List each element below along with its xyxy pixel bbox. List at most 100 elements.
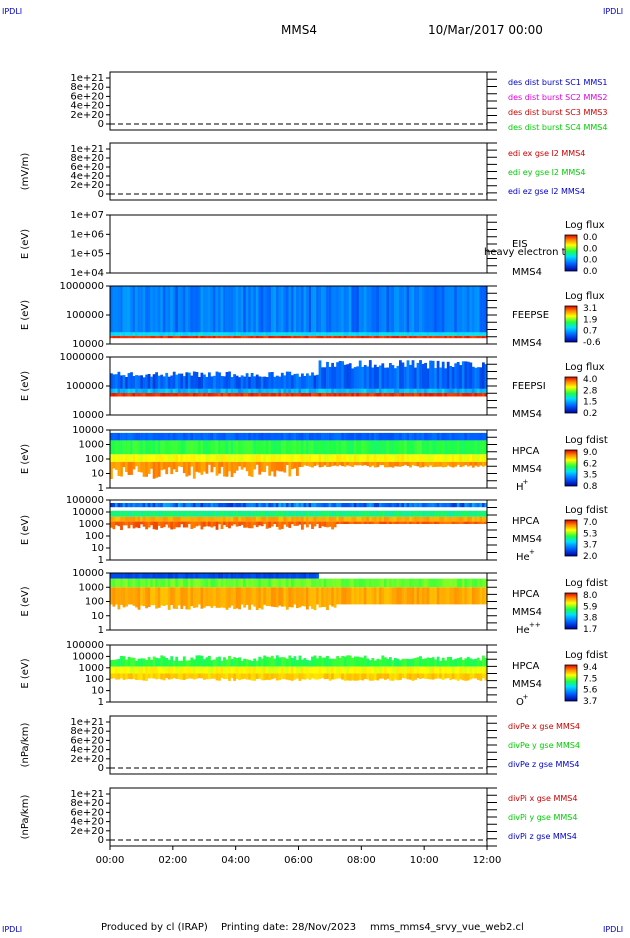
spectrogram-cell [180,332,184,336]
spectrogram-cell [341,332,344,336]
spectrogram-cell [471,388,475,393]
spectrogram-cell [238,666,241,674]
spectrogram-cell [285,510,289,517]
spectrogram-cell [368,666,372,674]
spectrogram-cell [192,332,196,336]
spectrogram-cell [260,666,264,674]
spectrogram-cell [248,521,251,529]
spectrogram-cell [182,286,186,333]
spectrogram-cell [155,440,158,455]
spectrogram-cell [316,332,319,336]
spectrogram-cell [225,432,229,441]
spectrogram-cell [301,332,304,336]
spectrogram-cell [293,587,297,605]
spectrogram-cell [203,393,206,397]
spectrogram-cell [311,666,314,674]
spectrogram-cell [265,332,269,336]
spectrogram-cell [471,587,475,605]
spectrogram-cell [411,578,415,588]
spectrogram-cell [356,388,360,393]
spectrogram-cell [411,658,415,667]
spectrogram-cell [117,510,121,517]
spectrogram-cell [240,521,244,525]
spectrogram-cell [122,656,126,667]
spectrogram-cell [378,521,382,524]
spectrogram-cell [268,516,272,522]
spectrogram-cell [195,286,199,333]
spectrogram-cell [120,454,123,462]
colorbar-title: Log fdist [565,505,608,516]
spectrogram-cell [396,503,400,508]
spectrogram-cell [120,587,123,605]
spectrogram-cell [198,286,201,333]
spectrogram-cell [273,673,277,679]
spectrogram-cell [200,587,204,609]
spectrogram-cell [338,510,342,517]
y-tick-label: 2e+20 [70,180,104,191]
spectrogram-cell [303,503,307,508]
spectrogram-cell [112,503,116,508]
spectrogram-cell [112,332,116,336]
spectrogram-cell [130,388,133,393]
spectrogram-cell [373,660,377,667]
spectrogram-cell [157,286,161,333]
spectrogram-cell [456,461,460,465]
spectrogram-cell [384,454,387,462]
y-tick-label: 1 [98,483,104,494]
spectrogram-cell [132,503,136,508]
spectrogram-cell [112,440,116,455]
spectrogram-cell [454,666,458,674]
spectrogram-cell [195,372,199,389]
spectrogram-cell [170,335,174,339]
spectrogram-cell [459,393,463,397]
spectrogram-cell [449,503,453,508]
spectrogram-cell [127,332,131,336]
spectrogram-cell [363,388,367,393]
spectrogram-cell [371,673,375,681]
spectrogram-cell [296,510,299,517]
spectrogram-cell [409,454,412,462]
spectrogram-cell [137,440,141,455]
spectrogram-cell [308,510,312,517]
spectrogram-cell [401,521,405,524]
spectrogram-cell [396,666,400,674]
spectrogram-cell [273,332,277,336]
spectrogram-cell [336,335,339,339]
spectrogram-cell [205,666,209,674]
spectrogram-cell [421,393,425,397]
spectrogram-cell [316,521,319,524]
spectrogram-cell [243,516,246,522]
spectrogram-cell [263,286,267,333]
spectrogram-cell [434,332,437,336]
y-tick-label: 6e+20 [70,162,104,173]
spectrogram-cell [243,503,246,508]
colorbar-tick-label: 3.5 [583,471,597,481]
spectrogram-cell [170,587,174,605]
spectrogram-cell [157,503,161,508]
spectrogram-cell [225,372,229,389]
spectrogram-cell [366,461,370,466]
spectrogram-cell [381,388,385,393]
spectrogram-cell [240,673,244,680]
spectrogram-cell [157,673,161,679]
spectrogram-cell [353,332,357,336]
spectrogram-cell [476,510,480,517]
spectrogram-cell [391,454,395,462]
spectrogram-cell [416,516,420,522]
spectrogram-cell [265,335,269,339]
spectrogram-cell [391,388,395,393]
spectrogram-cell [120,516,123,522]
spectrogram-cell [318,454,322,462]
spectrogram-cell [230,573,234,579]
spectrogram-cell [331,332,334,336]
spectrogram-cell [167,578,171,588]
spectrogram-cell [454,432,458,441]
spectrogram-cell [451,454,455,462]
spectrogram-cell [127,666,131,674]
spectrogram-cell [160,374,164,389]
spectrogram-cell [205,573,209,579]
spectrogram-cell [285,503,289,508]
y-axis-label: E (eV) [20,371,31,401]
spectrogram-cell [162,587,166,606]
spectrogram-cell [265,440,269,455]
